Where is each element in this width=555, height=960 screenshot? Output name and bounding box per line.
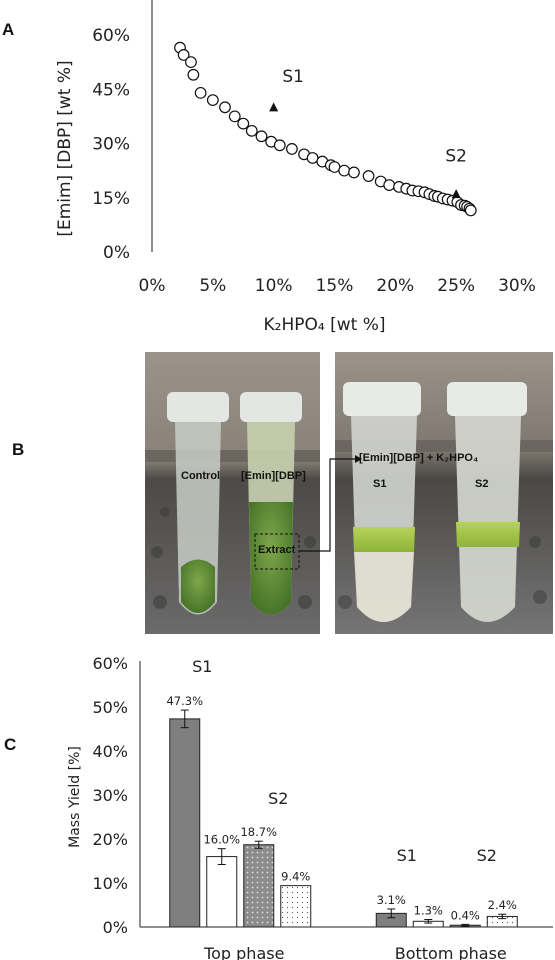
yield-bar bbox=[169, 718, 201, 928]
y-tick-label: 30% bbox=[92, 786, 128, 805]
binodal-point bbox=[362, 170, 375, 182]
y-tick-label: 60% bbox=[92, 26, 130, 46]
yield-bar bbox=[206, 856, 238, 928]
phase-diagram-text: 0% 15% 30% 45% 60% 0% 5% 10% 15% 20% 25% 30% K₂HPO₄ … bbox=[55, 26, 536, 335]
vial-photographs: Control [Emin][DBP] Extract bbox=[145, 352, 553, 634]
bar-value-label: 2.4% bbox=[488, 898, 517, 912]
x-tick-label: 5% bbox=[199, 276, 226, 296]
sample-annotation: S1 bbox=[282, 67, 304, 87]
phase-diagram-chart: 0% 15% 30% 45% 60% 0% 5% 10% 15% 20% 25% 30% K₂HPO₄ … bbox=[55, 0, 536, 335]
sample-annotation: S1 bbox=[397, 846, 417, 865]
photo-left-image bbox=[145, 352, 320, 634]
x-tick-label: 10% bbox=[255, 276, 293, 296]
mass-yield-text: 0% 10% 20% 30% 40% 50% 60% Mass Yield [%] Top ph… bbox=[67, 654, 517, 960]
bar-value-label: 9.4% bbox=[281, 870, 310, 884]
panel-c-letter: C bbox=[4, 735, 17, 754]
y-tick-label: 50% bbox=[92, 698, 128, 717]
photo-right-image bbox=[335, 352, 553, 634]
bar-value-label: 47.3% bbox=[166, 694, 203, 708]
label-extract: Extract bbox=[258, 544, 296, 556]
label-s2: S2 bbox=[475, 478, 489, 490]
y-tick-label: 10% bbox=[92, 874, 128, 893]
group-label: Top phase bbox=[203, 944, 284, 960]
y-tick-label: 0% bbox=[103, 243, 130, 263]
bar-value-label: 16.0% bbox=[203, 833, 240, 847]
y-tick-label: 45% bbox=[92, 80, 130, 100]
bar-value-label: 1.3% bbox=[414, 904, 443, 918]
binodal-point bbox=[464, 204, 477, 217]
y-tick-label: 20% bbox=[92, 830, 128, 849]
binodal-point bbox=[206, 94, 219, 106]
binodal-point bbox=[338, 164, 351, 177]
y-tick-label: 0% bbox=[103, 918, 128, 937]
x-tick-label: 15% bbox=[316, 276, 354, 296]
y-tick-label: 40% bbox=[92, 742, 128, 761]
label-emim-k2hpo4: [Emin][DBP] + K₂HPO₄ bbox=[359, 452, 479, 464]
binodal-point bbox=[228, 110, 241, 123]
binodal-point bbox=[383, 179, 396, 191]
binodal-point bbox=[286, 143, 298, 155]
binodal-point bbox=[177, 48, 190, 61]
y-tick-label: 60% bbox=[92, 654, 128, 673]
bar-value-label: 18.7% bbox=[240, 825, 277, 839]
x-tick-label: 25% bbox=[437, 276, 475, 296]
binodal-point bbox=[187, 68, 200, 81]
binodal-point bbox=[306, 152, 319, 164]
label-s1: S1 bbox=[373, 478, 387, 490]
photo-left: Control [Emin][DBP] Extract bbox=[145, 352, 320, 634]
sample-annotation: S1 bbox=[192, 657, 212, 676]
binodal-points bbox=[174, 41, 477, 217]
sample-triangle bbox=[451, 189, 461, 199]
panel-b-letter: B bbox=[12, 440, 25, 459]
binodal-point bbox=[194, 86, 207, 99]
mass-yield-chart: 0% 10% 20% 30% 40% 50% 60% Mass Yield [%] Top ph… bbox=[67, 654, 553, 960]
x-tick-label: 30% bbox=[498, 276, 536, 296]
yield-bar bbox=[280, 885, 312, 928]
binodal-point bbox=[237, 117, 250, 130]
binodal-point bbox=[255, 130, 268, 143]
y-tick-label: 30% bbox=[92, 135, 130, 155]
x-tick-label: 0% bbox=[139, 276, 166, 296]
binodal-point bbox=[348, 166, 360, 179]
sample-annotation: S2 bbox=[477, 846, 497, 865]
group-label: Bottom phase bbox=[395, 944, 507, 960]
yield-bar bbox=[243, 844, 275, 928]
y-axis-label: Mass Yield [%] bbox=[67, 746, 83, 848]
binodal-point bbox=[219, 101, 231, 114]
bar-value-label: 0.4% bbox=[451, 908, 480, 922]
binodal-point bbox=[185, 56, 197, 69]
sample-markers bbox=[269, 102, 461, 199]
panel-a-letter: A bbox=[2, 20, 15, 39]
sample-triangle bbox=[269, 102, 279, 112]
mass-yield-bars bbox=[169, 709, 518, 928]
x-axis-label: K₂HPO₄ [wt %] bbox=[264, 315, 386, 335]
y-tick-label: 15% bbox=[92, 189, 130, 209]
label-control: Control bbox=[181, 470, 221, 482]
extract-arrow bbox=[299, 455, 362, 552]
binodal-point bbox=[245, 124, 258, 137]
binodal-point bbox=[273, 139, 286, 152]
binodal-point bbox=[328, 161, 341, 173]
photo-right: [Emin][DBP] + K₂HPO₄ S1 S2 bbox=[335, 352, 553, 634]
label-emim: [Emin][DBP] bbox=[241, 470, 306, 482]
x-tick-label: 20% bbox=[376, 276, 414, 296]
sample-annotation: S2 bbox=[445, 147, 467, 167]
bar-value-label: 3.1% bbox=[377, 893, 406, 907]
sample-annotation: S2 bbox=[268, 789, 288, 808]
y-axis-label: [Emim] [DBP] [wt %] bbox=[55, 60, 75, 236]
